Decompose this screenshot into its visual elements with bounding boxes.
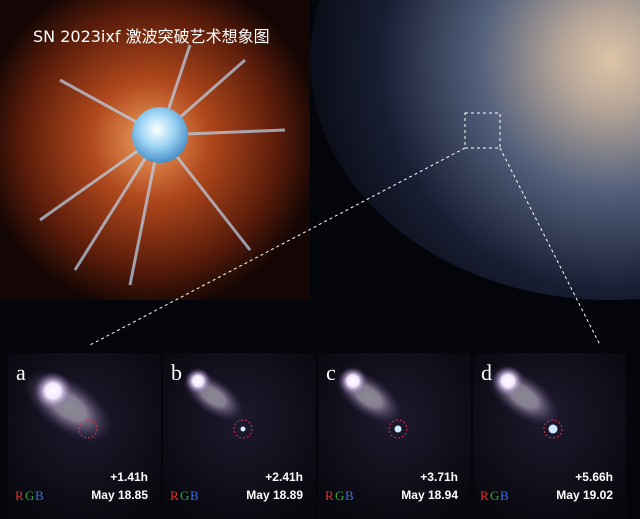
supernova bbox=[548, 424, 558, 434]
channel-label: B bbox=[345, 488, 354, 503]
channel-label: G bbox=[335, 488, 344, 503]
time-offset: +3.71h bbox=[420, 470, 458, 484]
channel-label: G bbox=[25, 488, 34, 503]
zoom-box bbox=[464, 112, 501, 149]
time-offset: +2.41h bbox=[265, 470, 303, 484]
supernova bbox=[394, 425, 402, 433]
panel: b +2.41h May 18.89 R G B bbox=[163, 353, 316, 519]
panel-label: a bbox=[16, 360, 26, 385]
zoom-line bbox=[89, 147, 466, 346]
bright-source bbox=[492, 365, 524, 397]
supernova-marker bbox=[543, 419, 563, 439]
galaxy bbox=[310, 0, 640, 300]
supernova bbox=[240, 426, 246, 432]
supernova-marker bbox=[78, 419, 98, 439]
time-offset: +1.41h bbox=[110, 470, 148, 484]
bright-source bbox=[338, 366, 368, 396]
date: May 18.85 bbox=[91, 488, 148, 502]
date: May 18.89 bbox=[246, 488, 303, 502]
supernova-marker bbox=[233, 419, 253, 439]
channel-label: B bbox=[190, 488, 199, 503]
supernova-marker bbox=[388, 419, 408, 439]
panel: a +1.41h May 18.85 R G B bbox=[8, 353, 161, 519]
channel-label: G bbox=[180, 488, 189, 503]
channel-label: R bbox=[15, 488, 24, 503]
channel-label: R bbox=[480, 488, 489, 503]
panel: c +3.71h May 18.94 R G B bbox=[318, 353, 471, 519]
channel-label: R bbox=[170, 488, 179, 503]
title: SN 2023ixf 激波突破艺术想象图 bbox=[33, 27, 270, 46]
date: May 19.02 bbox=[556, 488, 613, 502]
bright-source bbox=[33, 371, 73, 411]
channel-label: B bbox=[35, 488, 44, 503]
date: May 18.94 bbox=[401, 488, 458, 502]
channel-label: R bbox=[325, 488, 334, 503]
panel-label: b bbox=[171, 360, 182, 385]
bright-source bbox=[184, 367, 212, 395]
panel-label: c bbox=[326, 360, 336, 385]
channel-label: B bbox=[500, 488, 509, 503]
panel: d +5.66h May 19.02 R G B bbox=[473, 353, 626, 519]
star bbox=[132, 107, 188, 163]
time-offset: +5.66h bbox=[575, 470, 613, 484]
zoom-line bbox=[499, 147, 601, 346]
panel-label: d bbox=[481, 360, 492, 385]
channel-label: G bbox=[490, 488, 499, 503]
